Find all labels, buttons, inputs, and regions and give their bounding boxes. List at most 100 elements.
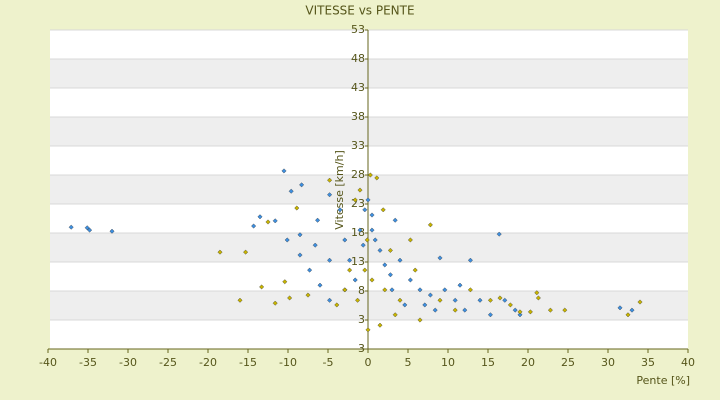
point bbox=[334, 302, 340, 308]
x-axis-title: Pente [%] bbox=[636, 374, 690, 387]
point bbox=[297, 232, 303, 238]
x-tick-label: -35 bbox=[79, 356, 97, 369]
x-tick-label: 10 bbox=[441, 356, 455, 369]
point bbox=[437, 297, 443, 303]
point bbox=[265, 219, 271, 225]
point bbox=[272, 300, 278, 306]
y-tick-label: 33 bbox=[351, 139, 365, 152]
point bbox=[534, 290, 540, 296]
point bbox=[307, 267, 313, 273]
point bbox=[367, 172, 373, 178]
point bbox=[382, 287, 388, 293]
y-tick-label: 43 bbox=[351, 81, 365, 94]
point bbox=[347, 267, 353, 273]
point bbox=[467, 287, 473, 293]
point bbox=[294, 205, 300, 211]
point bbox=[496, 231, 502, 237]
point bbox=[487, 312, 493, 318]
point bbox=[397, 297, 403, 303]
point bbox=[377, 322, 383, 328]
x-tick-label: -25 bbox=[159, 356, 177, 369]
point bbox=[327, 177, 333, 183]
point bbox=[507, 302, 513, 308]
point bbox=[547, 307, 553, 313]
point bbox=[287, 295, 293, 301]
y-tick-label: 18 bbox=[351, 226, 365, 239]
y-tick-label: 48 bbox=[351, 52, 365, 65]
point bbox=[457, 282, 463, 288]
point bbox=[369, 212, 375, 218]
point bbox=[625, 312, 631, 318]
point bbox=[352, 277, 358, 283]
point bbox=[237, 297, 243, 303]
point bbox=[397, 257, 403, 263]
point bbox=[281, 168, 287, 174]
point bbox=[417, 317, 423, 323]
grid-band bbox=[50, 59, 688, 88]
point bbox=[362, 207, 368, 213]
point bbox=[272, 218, 278, 224]
point bbox=[517, 312, 523, 318]
point bbox=[251, 223, 257, 229]
point bbox=[512, 307, 518, 313]
point bbox=[87, 227, 93, 233]
grid-band bbox=[50, 117, 688, 146]
point bbox=[387, 247, 393, 253]
point bbox=[389, 287, 395, 293]
point bbox=[365, 327, 371, 333]
x-tick-label: -5 bbox=[323, 356, 334, 369]
y-tick-label: 28 bbox=[351, 168, 365, 181]
point bbox=[352, 197, 358, 203]
y-tick-label: 38 bbox=[351, 110, 365, 123]
point bbox=[467, 257, 473, 263]
point bbox=[317, 282, 323, 288]
point bbox=[364, 237, 370, 243]
point bbox=[417, 287, 423, 293]
point bbox=[342, 237, 348, 243]
x-tick-label: -10 bbox=[279, 356, 297, 369]
x-tick-label: 15 bbox=[481, 356, 495, 369]
point bbox=[337, 207, 343, 213]
y-tick-label: 53 bbox=[351, 23, 365, 36]
x-tick-label: -30 bbox=[119, 356, 137, 369]
y-tick-label: 13 bbox=[351, 255, 365, 268]
x-tick-label: 25 bbox=[561, 356, 575, 369]
point bbox=[284, 237, 290, 243]
point bbox=[629, 307, 635, 313]
point bbox=[517, 309, 523, 315]
point bbox=[357, 227, 363, 233]
point bbox=[109, 228, 115, 234]
point bbox=[392, 312, 398, 318]
point bbox=[452, 297, 458, 303]
point bbox=[299, 182, 305, 188]
point bbox=[282, 279, 288, 285]
series bbox=[217, 172, 643, 333]
point bbox=[535, 295, 541, 301]
y-tick-label: 23 bbox=[351, 197, 365, 210]
x-tick-label: 20 bbox=[521, 356, 535, 369]
point bbox=[369, 277, 375, 283]
point bbox=[374, 175, 380, 181]
point bbox=[617, 305, 623, 311]
point bbox=[369, 227, 375, 233]
point bbox=[357, 187, 363, 193]
y-tick-label: 3 bbox=[358, 342, 365, 355]
series bbox=[68, 168, 635, 318]
point bbox=[527, 309, 533, 315]
point bbox=[327, 257, 333, 263]
point bbox=[382, 262, 388, 268]
point bbox=[305, 292, 311, 298]
point bbox=[288, 188, 294, 194]
grid-band bbox=[50, 291, 688, 320]
point bbox=[407, 277, 413, 283]
y-tick-label: 3 bbox=[358, 313, 365, 326]
point bbox=[427, 222, 433, 228]
point bbox=[362, 267, 368, 273]
point bbox=[562, 307, 568, 313]
point bbox=[502, 297, 508, 303]
point bbox=[372, 237, 378, 243]
point bbox=[402, 302, 408, 308]
point bbox=[380, 207, 386, 213]
point bbox=[462, 307, 468, 313]
